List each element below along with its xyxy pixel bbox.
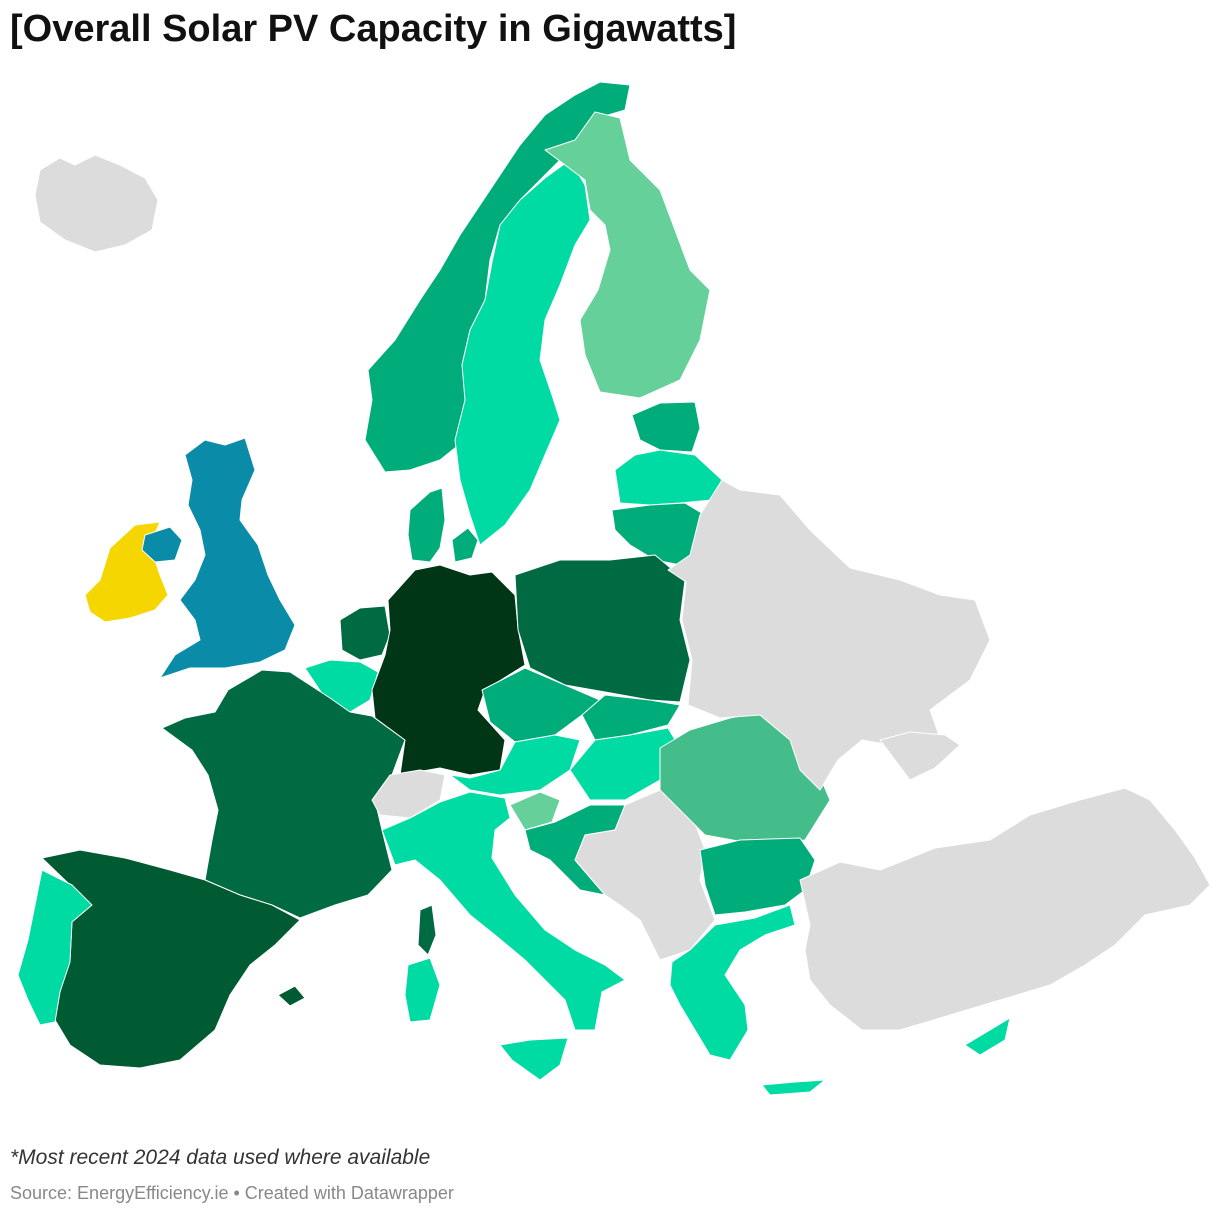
europe-choropleth-map — [17, 81, 1211, 1096]
region-iceland[interactable] — [34, 154, 159, 253]
region-latvia[interactable] — [614, 449, 723, 506]
region-italy[interactable] — [381, 791, 626, 1031]
region-romania[interactable] — [659, 711, 831, 846]
region-germany[interactable] — [371, 564, 526, 776]
map-title: [Overall Solar PV Capacity in Gigawatts] — [10, 8, 737, 50]
region-switzerland[interactable] — [371, 769, 446, 819]
region-great-britain[interactable] — [159, 437, 296, 679]
region-netherlands[interactable] — [339, 605, 391, 661]
source-credit: Created with Datawrapper — [244, 1183, 454, 1203]
region-crimea[interactable] — [879, 731, 961, 781]
region-balearics[interactable] — [277, 985, 306, 1007]
region-slovenia[interactable] — [509, 791, 561, 831]
region-cyprus[interactable] — [964, 1017, 1011, 1056]
region-turkey[interactable] — [799, 787, 1211, 1031]
region-denmark[interactable] — [407, 487, 446, 563]
region-austria[interactable] — [449, 734, 581, 796]
source-line: Source: EnergyEfficiency.ie • Created wi… — [10, 1183, 454, 1204]
region-poland[interactable] — [514, 554, 691, 703]
region-sicily[interactable] — [499, 1037, 569, 1081]
region-estonia[interactable] — [631, 401, 701, 453]
region-crete[interactable] — [761, 1079, 826, 1096]
region-northern-ireland[interactable] — [141, 526, 183, 563]
region-greece[interactable] — [669, 904, 796, 1061]
region-bulgaria[interactable] — [699, 837, 816, 916]
region-portugal[interactable] — [17, 869, 93, 1026]
source-name: EnergyEfficiency.ie — [77, 1183, 229, 1203]
region-denmark-islands[interactable] — [451, 527, 479, 563]
source-prefix: Source: — [10, 1183, 78, 1203]
region-finland[interactable] — [544, 111, 711, 399]
region-sweden[interactable] — [454, 159, 591, 546]
region-western-balkans[interactable] — [574, 789, 716, 961]
region-corsica[interactable] — [417, 904, 437, 956]
region-sardinia[interactable] — [404, 957, 441, 1023]
source-separator: • — [228, 1183, 245, 1203]
footnote: *Most recent 2024 data used where availa… — [10, 1146, 431, 1169]
